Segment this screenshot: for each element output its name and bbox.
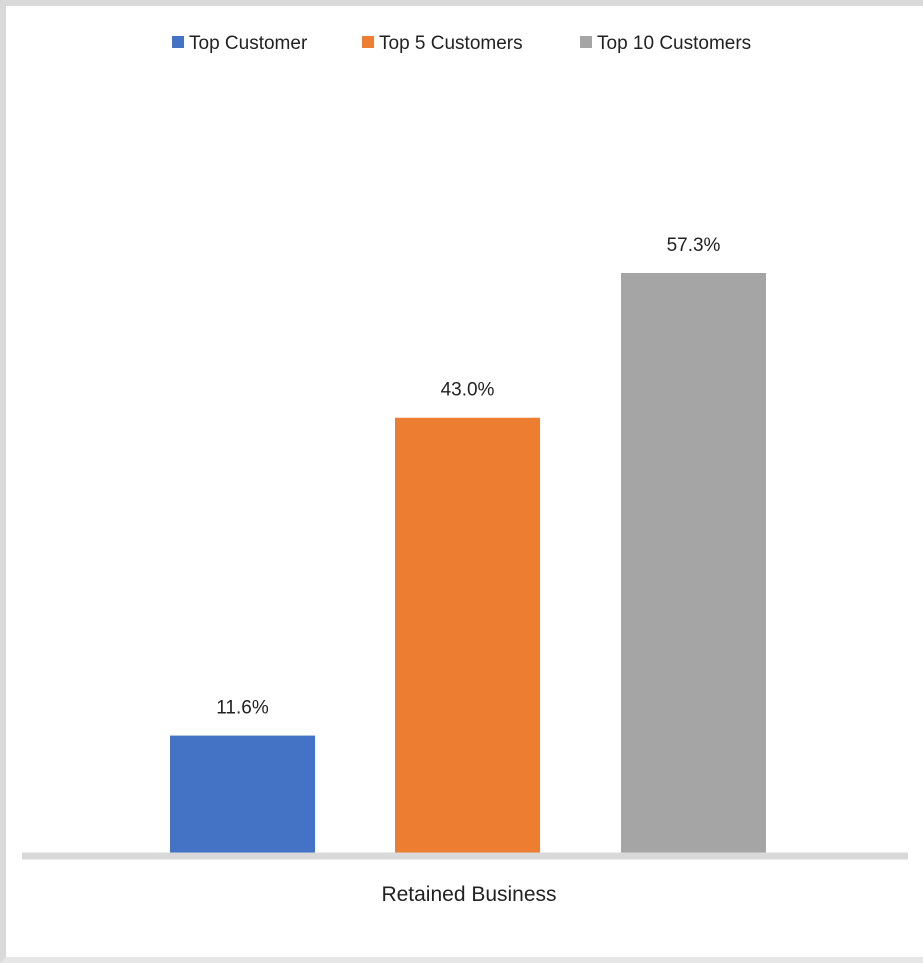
- data-label-top-customer: 11.6%: [216, 698, 269, 719]
- legend-swatch-top-customer: [172, 36, 184, 48]
- category-label: Retained Business: [381, 883, 556, 906]
- bar-top-5-customers: [395, 417, 540, 853]
- legend-label-top-10-customers: Top 10 Customers: [597, 33, 751, 54]
- bars: [170, 273, 766, 853]
- data-label-top-10-customers: 57.3%: [667, 235, 721, 256]
- legend-label-top-customer: Top Customer: [189, 33, 308, 54]
- data-labels: 11.6% 43.0% 57.3%: [216, 235, 720, 719]
- legend-swatch-top-10-customers: [580, 36, 592, 48]
- legend-label-top-5-customers: Top 5 Customers: [379, 33, 523, 54]
- data-label-top-5-customers: 43.0%: [441, 380, 495, 401]
- bar-top-customer: [170, 735, 315, 853]
- legend: Top Customer Top 5 Customers Top 10 Custom…: [172, 33, 751, 54]
- bar-top-10-customers: [621, 273, 766, 853]
- legend-swatch-top-5-customers: [362, 36, 374, 48]
